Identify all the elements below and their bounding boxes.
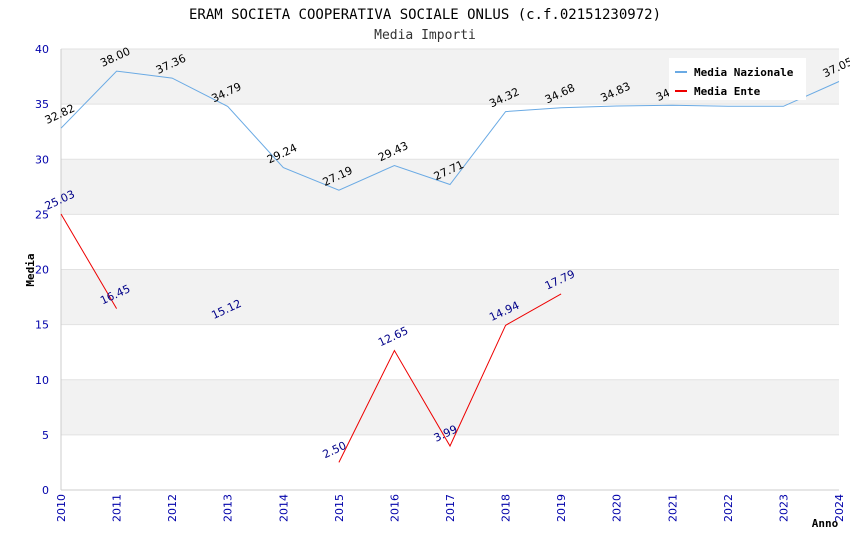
y-tick-label: 25: [35, 208, 49, 221]
x-tick-label: 2017: [444, 494, 457, 522]
chart-subtitle: Media Importi: [374, 28, 476, 43]
y-tick-label: 10: [35, 374, 49, 387]
x-tick-label: 2013: [222, 494, 235, 522]
x-tick-label: 2021: [666, 494, 679, 522]
legend-entry: Media Ente: [694, 85, 761, 98]
x-axis-label: Anno: [812, 517, 839, 530]
x-tick-label: 2024: [833, 494, 846, 522]
y-tick-label: 0: [42, 484, 49, 497]
data-label: 2.50: [321, 439, 349, 461]
series-line-media-ente: [338, 293, 562, 463]
x-tick-label: 2016: [388, 494, 401, 522]
series-line-media-ente: [60, 213, 118, 309]
x-tick-label: 2020: [611, 494, 624, 522]
grid-bands: [61, 49, 839, 435]
y-tick-label: 35: [35, 98, 49, 111]
series-line-media-nazionale: [60, 70, 840, 191]
y-tick-label: 5: [42, 429, 49, 442]
chart-title: ERAM SOCIETA COOPERATIVA SOCIALE ONLUS (…: [189, 7, 661, 23]
x-tick-label: 2010: [55, 494, 68, 522]
x-tick-label: 2018: [500, 494, 513, 522]
x-tick-label: 2012: [166, 494, 179, 522]
y-axis-label: Media: [24, 253, 37, 286]
legend-box: [669, 58, 806, 100]
axes: [60, 49, 839, 491]
x-tick-label: 2015: [333, 494, 346, 522]
x-tick-label: 2023: [777, 494, 790, 522]
y-tick-label: 40: [35, 43, 49, 56]
legend: Media Nazionale Media Ente: [669, 58, 806, 100]
x-tick-label: 2019: [555, 494, 568, 522]
x-ticks: 2010 2011 2012 2013 2014 2015 2016 2017 2018 2019…: [55, 494, 846, 522]
x-tick-label: 2011: [111, 494, 124, 522]
grid-band: [61, 379, 839, 435]
grid-band: [61, 269, 839, 325]
data-label: 34: [654, 86, 672, 104]
y-tick-label: 30: [35, 153, 49, 166]
series-lines: [60, 70, 840, 463]
y-tick-label: 15: [35, 319, 49, 332]
y-tick-label: 20: [35, 264, 49, 277]
x-tick-label: 2022: [722, 494, 735, 522]
legend-entry: Media Nazionale: [694, 66, 794, 79]
grid-band: [61, 159, 839, 215]
x-tick-label: 2014: [277, 494, 290, 522]
y-ticks: 0 5 10 15 20 25 30 35 40: [35, 43, 49, 497]
data-label: 12.65: [376, 324, 410, 349]
